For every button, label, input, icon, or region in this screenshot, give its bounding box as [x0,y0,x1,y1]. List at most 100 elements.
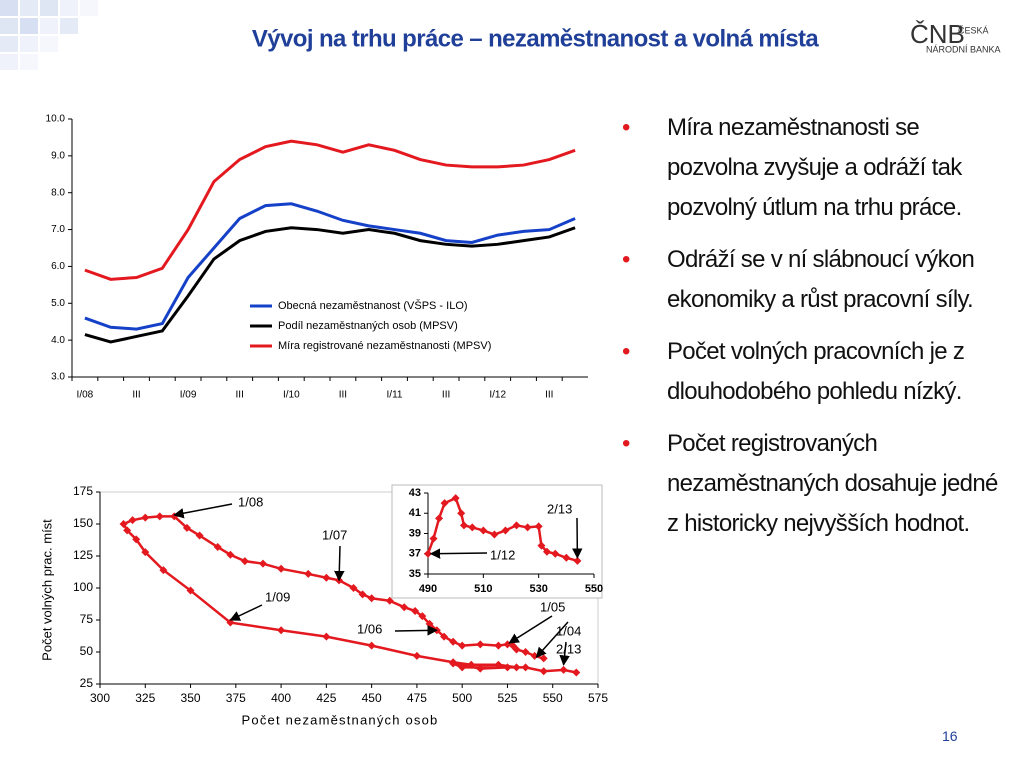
annotation-arrow [394,625,438,636]
point [277,626,286,635]
y-tick-label: 4.0 [51,335,65,346]
annotation: 1/04 [556,623,581,638]
point [367,594,376,603]
point [128,516,137,525]
point [503,640,512,649]
point [459,521,468,530]
x-tick-label: I/12 [489,390,506,401]
point [539,654,548,663]
x-tick-label: III [545,390,553,401]
point [400,603,409,612]
x-tick-label: 475 [407,691,427,705]
y-tick-label: 35 [409,568,421,580]
decoration [0,0,98,70]
inset-background [391,484,603,599]
point [572,668,581,677]
annotation-arrow [229,604,263,621]
point [141,513,150,522]
x-tick-label: I/11 [387,390,403,401]
point [322,632,331,641]
x-tick-label: 490 [419,583,437,595]
x-tick-label: 500 [452,691,472,705]
annotation: 2/13 [547,501,572,516]
annotation: 1/07 [322,527,347,542]
point [258,559,267,568]
y-tick-label: 7.0 [51,224,65,235]
point [539,667,548,676]
y-tick-label: 125 [73,548,93,562]
bullet-list: Míra nezaměstnanosti se pozvolna zvyšuje… [622,108,1014,556]
x-tick-label: 550 [585,583,603,595]
point [213,543,222,552]
point [551,549,560,558]
point [123,526,132,535]
point [537,541,546,550]
point [490,530,499,539]
y-tick-label: 100 [73,580,93,594]
annotation: 1/05 [540,599,565,614]
series-line [84,139,576,281]
chart: 35 37 39 41 43 490 510 530 550 2/13 1/12 [391,484,603,599]
x-tick-label: 530 [529,583,547,595]
y-tick-label: 37 [409,548,421,560]
y-tick-label: 175 [73,484,93,498]
x-tick-label: 375 [226,691,246,705]
point [451,494,460,503]
annotation-arrow [535,621,569,658]
point [186,586,195,595]
annotation: 1/08 [238,494,263,509]
point [479,526,488,535]
x-tick-label: 350 [181,691,201,705]
x-tick-label: 425 [316,691,336,705]
logo: ČNB [910,19,965,49]
y-tick-label: 10.0 [46,114,66,125]
y-tick-label: 8.0 [51,187,65,198]
x-tick-label: 450 [362,691,382,705]
logo-text: ČESKÁ [958,25,989,35]
x-tick-label: 550 [543,691,563,705]
point [385,596,394,605]
point [141,548,150,557]
point [367,641,376,650]
x-tick-label: III [442,390,450,401]
y-tick-label: 50 [80,644,94,658]
legend-label: Míra registrované nezaměstnanosti (MPSV) [278,340,491,352]
point [503,663,512,672]
x-tick-label: 525 [497,691,517,705]
y-tick-label: 6.0 [51,261,65,272]
point [501,526,510,535]
point [440,499,449,508]
point [155,512,164,521]
point [512,521,521,530]
page-number: 16 [942,728,958,744]
point [240,557,249,566]
point [458,663,467,672]
point [411,607,420,616]
point [534,522,543,531]
annotation: 1/06 [357,621,382,636]
point [457,509,466,518]
x-tick-label: 400 [271,691,291,705]
annotation: 2/13 [556,641,581,656]
annotation: 1/09 [265,589,290,604]
chart: 25 50 75 100 125 150 175 300 325 350 375 400 425 450 4… [73,484,608,705]
y-tick-label: 150 [73,516,93,530]
x-tick-label: 300 [90,691,110,705]
point [322,573,331,582]
annotation-arrow [559,641,570,666]
point [523,523,532,532]
point [429,534,438,543]
point [358,590,367,599]
chart: 3.0 4.0 5.0 6.0 7.0 8.0 9.0 10.0 I/08 III I/09 III I… [46,114,588,401]
point [476,640,485,649]
point [521,663,530,672]
series-line [84,202,576,331]
x-tick-label: I/10 [283,390,300,401]
point [512,663,521,672]
point [559,665,568,674]
annotation-arrow [429,548,488,559]
point [412,651,421,660]
y-tick-label: 41 [409,507,421,519]
